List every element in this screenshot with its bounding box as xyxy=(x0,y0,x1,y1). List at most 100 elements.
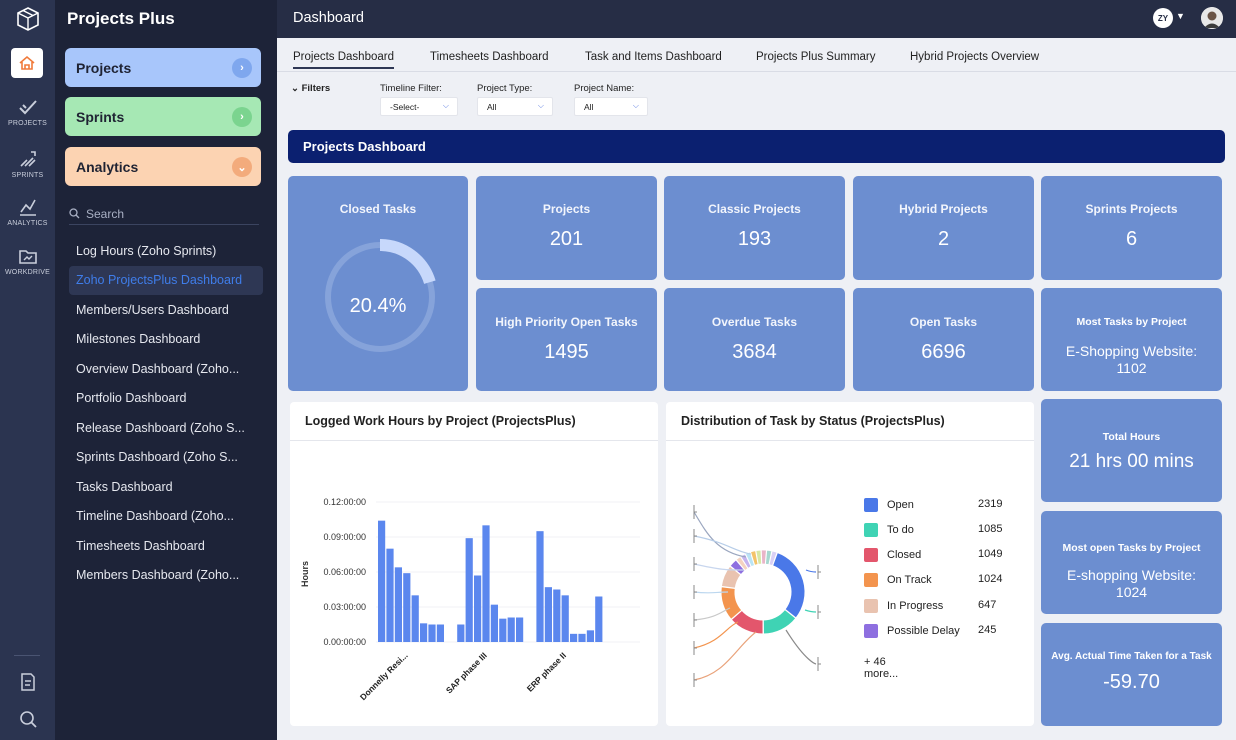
dashboard-list-item[interactable]: Milestones Dashboard xyxy=(76,332,201,347)
tab-projects-dashboard[interactable]: Projects Dashboard xyxy=(293,51,394,69)
bar[interactable] xyxy=(490,604,498,642)
closed-tasks-gauge xyxy=(325,239,436,352)
rail-item-sprints[interactable]: SPRINTS xyxy=(0,148,55,179)
legend-swatch xyxy=(864,523,878,537)
bar[interactable] xyxy=(386,548,394,642)
project-type-value: All xyxy=(487,101,497,112)
gauge-progress-arc xyxy=(379,239,436,285)
legend-item[interactable]: In Progress 647 xyxy=(864,598,996,614)
rail-item-analytics[interactable]: ANALYTICS xyxy=(0,196,55,227)
high-priority-card[interactable]: High Priority Open Tasks 1495 xyxy=(476,288,657,391)
chevron-right-icon[interactable]: › xyxy=(232,107,252,127)
project-name-select[interactable]: All ⌵ xyxy=(574,97,648,116)
projects-card[interactable]: Projects 201 xyxy=(476,176,657,280)
legend-item[interactable]: Possible Delay 245 xyxy=(864,623,996,639)
rail-search-button[interactable] xyxy=(0,708,55,730)
bar[interactable] xyxy=(428,624,436,643)
bar[interactable] xyxy=(378,520,386,642)
hybrid-projects-card[interactable]: Hybrid Projects 2 xyxy=(853,176,1034,280)
dashboard-list-item[interactable]: Zoho ProjectsPlus Dashboard xyxy=(69,265,263,295)
donut-slice[interactable] xyxy=(771,551,806,619)
rail-divider xyxy=(14,655,40,656)
legend-item[interactable]: To do 1085 xyxy=(864,522,1002,538)
most-tasks-card[interactable]: Most Tasks by Project E-Shopping Website… xyxy=(1041,288,1222,391)
dashboard-list-item[interactable]: Log Hours (Zoho Sprints) xyxy=(76,243,217,258)
tab-task-and-items-dashboard[interactable]: Task and Items Dashboard xyxy=(585,51,722,63)
check-icon xyxy=(18,100,37,115)
bar[interactable] xyxy=(465,538,473,642)
dashboard-list-item[interactable]: Timesheets Dashboard xyxy=(76,538,205,553)
project-type-label: Project Type: xyxy=(477,83,533,94)
dashboard-list-item[interactable]: Members/Users Dashboard xyxy=(76,302,229,317)
legend-item[interactable]: Closed 1049 xyxy=(864,547,1002,563)
sidebar-search[interactable]: Search xyxy=(69,203,259,225)
folder-icon xyxy=(18,250,37,264)
bar[interactable] xyxy=(595,596,603,643)
rail-recent-button[interactable] xyxy=(0,671,55,693)
total-hours-card[interactable]: Total Hours 21 hrs 00 mins xyxy=(1041,399,1222,502)
bar[interactable] xyxy=(457,624,465,643)
bar[interactable] xyxy=(411,595,419,642)
timeline-filter-select[interactable]: -Select- ⌵ xyxy=(380,97,458,116)
bar[interactable] xyxy=(507,617,515,643)
bar[interactable] xyxy=(420,623,428,642)
legend-item[interactable]: On Track 1024 xyxy=(864,572,1002,588)
bar[interactable] xyxy=(586,630,594,642)
bar[interactable] xyxy=(436,624,444,643)
filters-toggle[interactable]: ⌄ Filters xyxy=(291,83,330,94)
legend-item[interactable]: Open 2319 xyxy=(864,497,1002,513)
dashboard-list-item[interactable]: Members Dashboard (Zoho... xyxy=(76,568,240,583)
donut-slice-other[interactable] xyxy=(768,550,778,567)
home-button[interactable] xyxy=(11,48,43,78)
bar[interactable] xyxy=(544,587,552,642)
dashboard-list-item[interactable]: Portfolio Dashboard xyxy=(76,391,187,406)
dashboard-list-item[interactable]: Tasks Dashboard xyxy=(76,479,173,494)
bar[interactable] xyxy=(553,589,561,643)
project-type-select[interactable]: All ⌵ xyxy=(477,97,553,116)
leader-tick xyxy=(817,565,821,579)
y-tick-label: 0.00:00:00 xyxy=(323,637,366,647)
bar[interactable] xyxy=(474,575,482,643)
leader-line xyxy=(693,511,747,558)
closed-tasks-card[interactable]: Closed Tasks 20.4% xyxy=(288,176,468,391)
sprints-projects-card[interactable]: Sprints Projects 6 xyxy=(1041,176,1222,280)
bar[interactable] xyxy=(482,525,490,642)
chevron-down-icon[interactable]: ⌄ xyxy=(232,157,252,177)
leader-line xyxy=(693,563,745,571)
dashboard-list-item[interactable]: Overview Dashboard (Zoho... xyxy=(76,361,240,376)
module-sprints[interactable]: Sprints › xyxy=(65,97,261,136)
legend-more-link[interactable]: + 46 more... xyxy=(864,656,899,680)
most-open-tasks-card[interactable]: Most open Tasks by Project E-shopping We… xyxy=(1041,511,1222,614)
bar[interactable] xyxy=(578,633,586,642)
bar[interactable] xyxy=(561,595,569,642)
bar[interactable] xyxy=(403,573,411,642)
dashboard-list-item[interactable]: Timeline Dashboard (Zoho... xyxy=(76,509,234,524)
overdue-tasks-card[interactable]: Overdue Tasks 3684 xyxy=(664,288,845,391)
module-analytics[interactable]: Analytics ⌄ xyxy=(65,147,261,186)
classic-projects-card[interactable]: Classic Projects 193 xyxy=(664,176,845,280)
bar[interactable] xyxy=(499,618,507,642)
open-tasks-card[interactable]: Open Tasks 6696 xyxy=(853,288,1034,391)
legend-swatch xyxy=(864,548,878,562)
rail-item-projects[interactable]: PROJECTS xyxy=(0,96,55,127)
dashboard-list-item[interactable]: Sprints Dashboard (Zoho S... xyxy=(76,450,238,465)
org-avatar[interactable]: ZY xyxy=(1153,8,1173,28)
tab-timesheets-dashboard[interactable]: Timesheets Dashboard xyxy=(430,51,549,63)
bar[interactable] xyxy=(394,567,402,642)
module-projects[interactable]: Projects › xyxy=(65,48,261,87)
tab-hybrid-projects-overview[interactable]: Hybrid Projects Overview xyxy=(910,51,1040,63)
caret-down-icon[interactable]: ▼ xyxy=(1176,11,1185,21)
bar[interactable] xyxy=(536,531,544,642)
bar[interactable] xyxy=(516,617,524,643)
dashboard-list-item[interactable]: Release Dashboard (Zoho S... xyxy=(76,420,245,435)
avg-time-card[interactable]: Avg. Actual Time Taken for a Task -59.70 xyxy=(1041,623,1222,726)
bar[interactable] xyxy=(570,633,578,642)
page-title: Dashboard xyxy=(293,10,364,26)
chevron-down-icon: ⌄ xyxy=(291,83,299,94)
user-avatar[interactable] xyxy=(1201,7,1223,29)
chevron-right-icon[interactable]: › xyxy=(232,58,252,78)
card-label: Open Tasks xyxy=(909,315,978,329)
tab-projects-plus-summary[interactable]: Projects Plus Summary xyxy=(756,51,876,63)
rail-item-workdrive[interactable]: WORKDRIVE xyxy=(0,245,55,276)
chevron-down-icon: ⌵ xyxy=(537,101,544,110)
